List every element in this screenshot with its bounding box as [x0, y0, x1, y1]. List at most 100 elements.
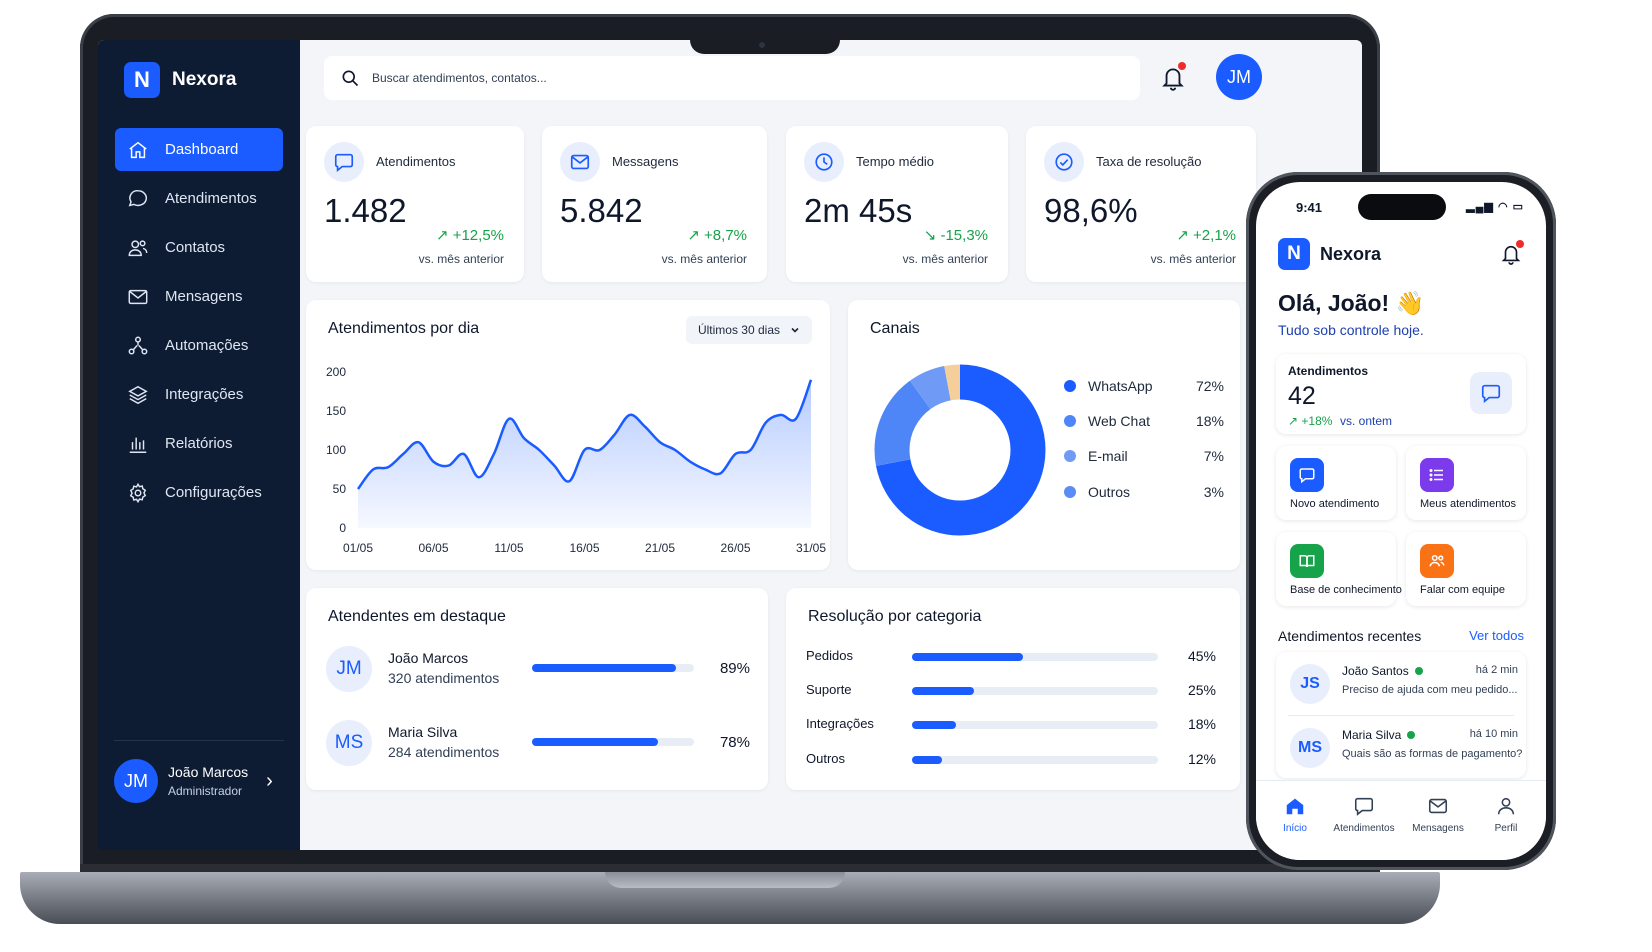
sidebar-item-dashboard[interactable]: Dashboard	[115, 128, 283, 171]
list-item[interactable]: MS Maria Silva há 10 min Quais são as fo…	[1276, 716, 1530, 778]
home-icon	[1286, 798, 1304, 815]
see-all-link[interactable]: Ver todos	[1469, 628, 1524, 643]
kpi-card-tempo-medio: Tempo médio 2m 45s ↘ -15,3% vs. mês ante…	[786, 126, 1008, 282]
sidebar-item-atendimentos[interactable]: Atendimentos	[115, 177, 283, 220]
category-row: Suporte 25%	[806, 680, 1216, 702]
avatar: JM	[114, 759, 158, 803]
x-tick-label: 21/05	[645, 541, 675, 555]
legend-label: Web Chat	[1088, 413, 1150, 429]
progress-fill	[912, 756, 942, 764]
logo-icon: N	[124, 62, 160, 98]
phone-brand: N Nexora	[1278, 238, 1381, 270]
list-item[interactable]: JS João Santos há 2 min Preciso de ajuda…	[1276, 652, 1530, 714]
legend-label: WhatsApp	[1088, 378, 1153, 394]
quick-action-meus-atendimentos[interactable]: Meus atendimentos	[1406, 446, 1526, 520]
agent-row[interactable]: JM João Marcos 320 atendimentos 89%	[326, 646, 750, 694]
progress-fill	[912, 721, 957, 729]
header-avatar[interactable]: JM	[1216, 54, 1262, 100]
y-tick-label: 150	[326, 404, 346, 418]
automation-icon	[128, 336, 148, 355]
avatar: JS	[1290, 664, 1330, 704]
category-pct: 12%	[1187, 751, 1216, 767]
category-pct: 25%	[1187, 682, 1216, 698]
progress-bar	[912, 721, 1158, 729]
progress-fill	[912, 653, 1023, 661]
user-icon	[1497, 797, 1515, 815]
bar-chart-icon	[129, 437, 147, 453]
category-name: Pedidos	[806, 648, 853, 663]
sidebar-item-label: Contatos	[165, 239, 226, 256]
bell-icon[interactable]	[1160, 64, 1186, 92]
tab-mensagens[interactable]: Mensagens	[1402, 795, 1474, 834]
quick-action-base-conhecimento[interactable]: Base de conhecimento	[1276, 532, 1402, 606]
bell-icon[interactable]	[1500, 242, 1522, 266]
kpi-label: Atendimentos	[376, 154, 456, 169]
kpi-change: ↗ +12,5%	[435, 227, 504, 244]
quick-action-label: Falar com equipe	[1420, 584, 1505, 596]
kpi-sub: vs. mês anterior	[661, 252, 747, 266]
kpi-card-mensagens: Messagens 5.842 ↗ +8,7% vs. mês anterior	[542, 126, 767, 282]
legend-dot	[1064, 486, 1076, 498]
layers-icon	[128, 385, 148, 404]
brand[interactable]: N Nexora	[124, 62, 236, 98]
x-tick-label: 31/05	[796, 541, 826, 555]
quick-action-falar-equipe[interactable]: Falar com equipe	[1406, 532, 1526, 606]
legend-item-webchat: Web Chat 18%	[1064, 413, 1224, 429]
quick-action-novo-atendimento[interactable]: Novo atendimento	[1276, 446, 1396, 520]
channels-card: Canais WhatsApp 72% Web Chat 18% E-mail 7% …	[848, 300, 1240, 570]
camera	[759, 42, 765, 48]
range-select[interactable]: Últimos 30 dias	[685, 316, 812, 344]
sidebar-item-relatorios[interactable]: Relatórios	[115, 422, 283, 465]
chat-icon	[1290, 458, 1324, 492]
category-name: Integrações	[806, 716, 874, 731]
category-name: Outros	[806, 751, 846, 766]
sidebar-item-integracoes[interactable]: Integrações	[115, 373, 283, 416]
kpi-value: 42	[1288, 382, 1316, 410]
user-menu[interactable]: JM João Marcos Administrador ›	[114, 740, 284, 803]
tab-label: Perfil	[1494, 823, 1518, 834]
search-input[interactable]	[372, 71, 1072, 85]
phone-kpi-card[interactable]: Atendimentos 42 ↗ +18% vs. ontem	[1276, 354, 1526, 434]
clock-icon	[804, 142, 844, 182]
category-resolution-card: Resolução por categoria Pedidos 45% Supo…	[786, 588, 1240, 790]
chevron-right-icon: ›	[266, 769, 273, 792]
agent-pct: 89%	[719, 660, 750, 677]
tab-atendimentos[interactable]: Atendimentos	[1328, 795, 1400, 834]
notification-dot	[1178, 62, 1186, 70]
sidebar: N Nexora Dashboard Atendimentos Contatos	[98, 40, 300, 850]
x-tick-label: 01/05	[343, 541, 373, 555]
status-time: 9:41	[1296, 200, 1323, 215]
category-pct: 18%	[1187, 716, 1216, 732]
mail-icon	[128, 289, 148, 304]
x-tick-label: 11/05	[494, 541, 523, 555]
agent-name: João Marcos	[388, 650, 469, 666]
book-icon	[1290, 544, 1324, 578]
laptop-notch	[690, 38, 840, 54]
progress-bar	[532, 664, 694, 672]
kpi-sub: vs. mês anterior	[1150, 252, 1236, 266]
sidebar-item-automacoes[interactable]: Automações	[115, 324, 283, 367]
kpi-card-atendimentos: Atendimentos 1.482 ↗ +12,5% vs. mês ante…	[306, 126, 524, 282]
y-tick-label: 50	[333, 482, 347, 496]
search-icon	[342, 70, 359, 87]
x-tick-label: 26/05	[720, 541, 750, 555]
mail-icon	[560, 142, 600, 182]
online-dot	[1407, 731, 1416, 739]
daily-chart-card: Atendimentos por dia Últimos 30 dias 0 50…	[306, 300, 830, 570]
contact-name-text: João Santos	[1342, 664, 1409, 678]
y-tick-label: 0	[339, 521, 346, 535]
legend-value: 72%	[1195, 378, 1224, 394]
sidebar-item-contatos[interactable]: Contatos	[115, 226, 283, 269]
x-tick-label: 06/05	[418, 541, 448, 555]
sidebar-item-configuracoes[interactable]: Configurações	[115, 471, 283, 514]
agent-row[interactable]: MS Maria Silva 284 atendimentos 78%	[326, 720, 750, 768]
kpi-value: 2m 45s	[804, 192, 913, 229]
tab-inicio[interactable]: Início	[1259, 795, 1331, 834]
tab-perfil[interactable]: Perfil	[1470, 795, 1542, 834]
progress-bar	[532, 738, 694, 746]
sidebar-item-mensagens[interactable]: Mensagens	[115, 275, 283, 318]
legend-dot	[1064, 415, 1076, 427]
contact-name: João Santos	[1342, 664, 1423, 678]
progress-fill	[532, 738, 659, 746]
y-tick-label: 100	[326, 443, 346, 457]
